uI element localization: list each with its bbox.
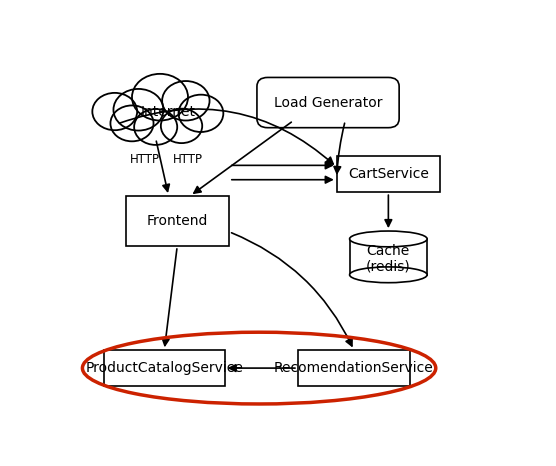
Ellipse shape [350, 231, 427, 247]
Text: Cache
(redis): Cache (redis) [366, 244, 411, 274]
Text: HTTP: HTTP [130, 153, 160, 166]
FancyBboxPatch shape [337, 157, 440, 192]
Circle shape [134, 109, 177, 145]
Circle shape [161, 109, 202, 143]
Text: Internet: Internet [141, 104, 196, 118]
Text: HTTP: HTTP [173, 153, 203, 166]
Text: ProductCatalogService: ProductCatalogService [86, 361, 243, 375]
Circle shape [162, 81, 210, 121]
Bar [350, 238, 426, 240]
FancyBboxPatch shape [126, 196, 229, 246]
Bar [350, 239, 427, 275]
FancyBboxPatch shape [298, 350, 410, 386]
FancyBboxPatch shape [104, 350, 225, 386]
Ellipse shape [350, 267, 427, 283]
Circle shape [113, 89, 163, 130]
Circle shape [111, 105, 153, 141]
Circle shape [132, 74, 188, 121]
Circle shape [178, 95, 224, 132]
FancyBboxPatch shape [257, 77, 399, 128]
Text: CartService: CartService [348, 167, 429, 181]
Text: Frontend: Frontend [147, 214, 208, 228]
Text: Load Generator: Load Generator [274, 96, 383, 110]
Text: RecomendationService: RecomendationService [274, 361, 434, 375]
Circle shape [92, 93, 137, 130]
